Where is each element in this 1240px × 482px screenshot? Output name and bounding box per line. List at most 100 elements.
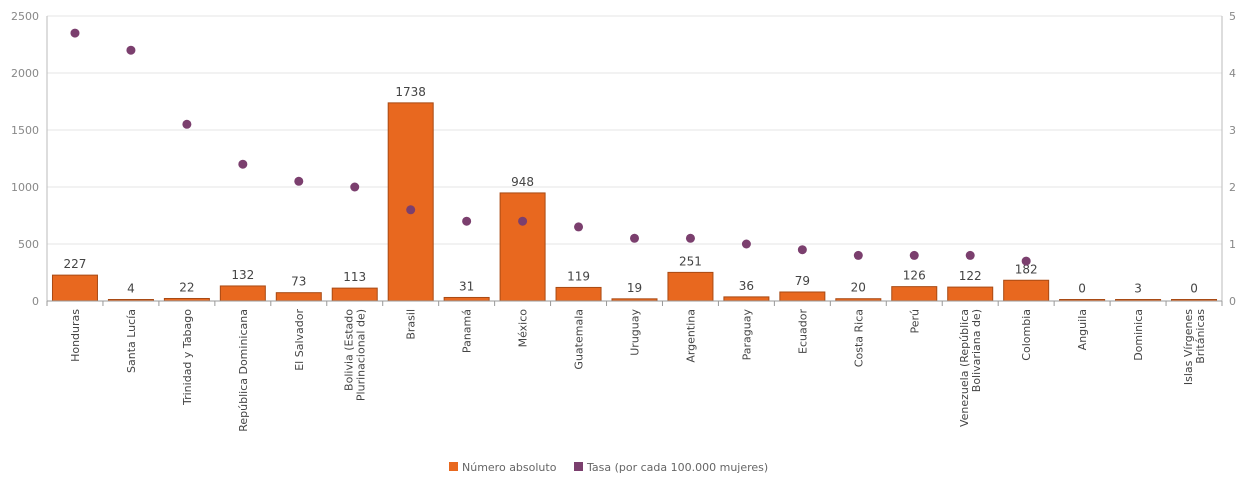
category-label: Paraguay [740, 309, 753, 361]
category-label: El Salvador [293, 309, 306, 371]
bar [723, 296, 770, 302]
category-label: Honduras [69, 309, 82, 362]
category-label-line: Honduras [69, 309, 82, 362]
rate-point [462, 216, 472, 226]
category-label: Dominica [1132, 309, 1145, 361]
data-label: 126 [903, 269, 926, 283]
bar [779, 291, 826, 302]
category-label: Anguila [1076, 309, 1089, 350]
category-label-line: Británicas [1194, 309, 1207, 364]
y-tick-label: 1500 [11, 124, 39, 137]
category-label: Ecuador [796, 309, 809, 354]
bar [51, 274, 98, 302]
category-label: Santa Lucía [125, 309, 138, 373]
category-label: Argentina [684, 309, 697, 363]
category-label: México [517, 309, 530, 348]
y-tick-label: 0 [32, 295, 39, 308]
right-y-axis: 0 1 2 3 4 5 [1221, 10, 1236, 308]
rate-point [741, 239, 751, 249]
data-label: 4 [127, 282, 135, 296]
data-label: 182 [1015, 262, 1038, 276]
data-label: 227 [64, 257, 87, 271]
category-label-line: Trinidad y Tabago [181, 309, 194, 406]
data-label: 22 [179, 280, 194, 294]
rate-point [853, 250, 863, 260]
data-label: 0 [1190, 282, 1198, 296]
category-label-line: El Salvador [293, 309, 306, 371]
category-label: Perú [908, 309, 921, 334]
bar [219, 285, 266, 302]
y2-tick-label: 2 [1229, 181, 1236, 194]
category-label: Brasil [405, 309, 418, 340]
category-label: Colombia [1020, 309, 1033, 361]
bar [891, 286, 938, 302]
left-y-axis: 0 500 1000 1500 2000 2500 [11, 10, 48, 308]
rate-point [182, 119, 192, 129]
legend: Número absoluto Tasa (por cada 100.000 m… [449, 461, 768, 474]
category-label-line: Panamá [461, 309, 474, 353]
bar [947, 286, 994, 302]
data-label: 251 [679, 254, 702, 268]
legend-label-rate: Tasa (por cada 100.000 mujeres) [586, 461, 768, 474]
data-label: 19 [627, 281, 642, 295]
category-label-line: Santa Lucía [125, 309, 138, 373]
category-label: Bolivia (EstadoPlurinacional de) [343, 309, 368, 401]
data-label: 1738 [395, 85, 426, 99]
rate-point [574, 222, 584, 232]
rate-point [797, 245, 807, 255]
bar [499, 192, 546, 302]
data-label: 122 [959, 269, 982, 283]
data-label: 79 [795, 274, 810, 288]
category-label-line: Plurinacional de) [355, 309, 368, 401]
y2-tick-label: 0 [1229, 295, 1236, 308]
category-label-line: Bolivariana de) [970, 309, 983, 392]
bar [555, 286, 602, 302]
category-label: Trinidad y Tabago [181, 309, 194, 406]
legend-swatch-absolute [449, 462, 458, 471]
category-label-line: Dominica [1132, 309, 1145, 361]
x-axis: Honduras Santa Lucía Trinidad y Tabago Repú… [46, 300, 1223, 432]
category-label: Islas VírgenesBritánicas [1182, 309, 1207, 385]
category-label: República Dominicana [237, 309, 250, 432]
category-label-line: Venezuela (República [958, 309, 971, 427]
rate-point [518, 216, 528, 226]
y-tick-label: 500 [18, 238, 39, 251]
rate-point [1021, 256, 1031, 266]
bar [275, 292, 322, 302]
data-label: 3 [1134, 282, 1142, 296]
y2-tick-label: 4 [1229, 67, 1236, 80]
rate-point [238, 159, 248, 169]
category-label: Panamá [461, 309, 474, 353]
category-label-line: República Dominicana [237, 309, 250, 432]
rate-point [909, 250, 919, 260]
y2-tick-label: 5 [1229, 10, 1236, 23]
data-label: 31 [459, 279, 474, 293]
rate-point [70, 28, 80, 38]
bar-series: 227 4 22 132 73 113 1738 31 948 119 19 251 36 79 20 126… [51, 85, 1218, 302]
category-label-line: Uruguay [629, 309, 642, 356]
bar [1003, 279, 1050, 302]
y2-tick-label: 1 [1229, 238, 1236, 251]
category-label-line: Costa Rica [852, 309, 865, 367]
rate-point [350, 182, 360, 192]
data-label: 36 [739, 279, 754, 293]
rate-point [630, 233, 639, 243]
bar [667, 271, 714, 302]
rate-point [126, 45, 136, 55]
rate-point [965, 250, 975, 260]
gridlines [47, 15, 1222, 302]
bar [443, 296, 490, 302]
rate-point [685, 233, 695, 243]
category-label-line: Paraguay [740, 309, 753, 361]
category-label-line: Argentina [684, 309, 697, 363]
category-label: Uruguay [629, 309, 642, 356]
category-label-line: Bolivia (Estado [343, 309, 356, 391]
rate-point [406, 205, 416, 215]
category-label-line: Brasil [405, 309, 418, 340]
category-label-line: Guatemala [573, 309, 586, 370]
data-label: 132 [231, 268, 254, 282]
y-tick-label: 1000 [11, 181, 39, 194]
data-label: 20 [851, 281, 866, 295]
category-label-line: Ecuador [796, 309, 809, 354]
